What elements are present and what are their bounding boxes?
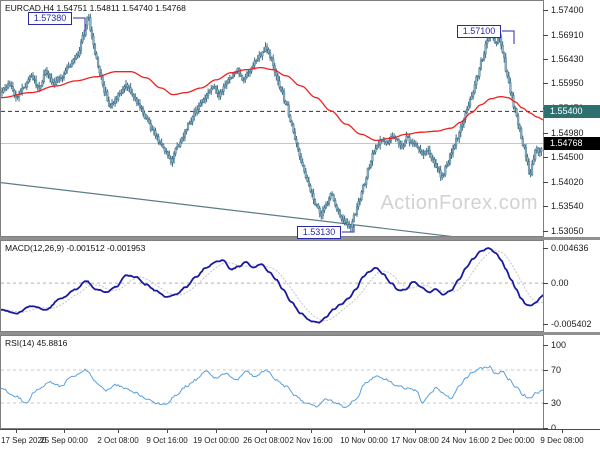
y-axis-tick-label: 1.56430 — [551, 53, 584, 64]
x-axis-tick-label: 26 Oct 08:00 — [243, 436, 289, 445]
axis-tick-mark — [266, 430, 267, 433]
y-axis-tick-label: 1.57400 — [551, 4, 584, 15]
x-axis-tick-label: 17 Nov 08:00 — [391, 436, 439, 445]
price-axis: 1.55400 1.54768 1.57400 1.56910 1.56430 1.5… — [543, 0, 600, 237]
x-axis-tick-label: 19 Oct 00:00 — [193, 436, 239, 445]
axis-tick-mark — [543, 324, 548, 326]
axis-tick-mark — [64, 430, 65, 433]
rsi-axis: 100 70 30 0 — [543, 335, 600, 433]
y-axis-tick-label: 1.54500 — [551, 152, 584, 163]
x-axis-tick-label: 9 Oct 16:00 — [146, 436, 188, 445]
axis-tick-mark — [118, 430, 119, 433]
axis-tick-mark — [543, 369, 548, 371]
price-callout[interactable]: 1.57380 — [28, 12, 72, 25]
axis-tick-mark — [543, 402, 548, 404]
axis-tick-mark — [543, 345, 548, 347]
axis-tick-mark — [543, 181, 548, 183]
macd-indicator-header: MACD(12,26,9) -0.001512 -0.001953 — [5, 243, 146, 253]
axis-tick-mark — [543, 34, 548, 36]
price-callout[interactable]: 1.57100 — [457, 25, 501, 38]
x-axis-tick-label: 24 Nov 16:00 — [441, 436, 489, 445]
y-axis-tick-label: 30 — [551, 397, 562, 408]
rsi-pane: RSI(14) 45.8816 — [0, 335, 544, 429]
macd-axis: 0.004636 0.00 -0.005402 — [543, 240, 600, 332]
x-axis-tick-label: 2 Nov 16:00 — [289, 436, 333, 445]
level-price-badge: 1.55400 — [544, 104, 600, 118]
y-axis-tick-label: 1.54020 — [551, 176, 584, 187]
axis-tick-mark — [167, 430, 168, 433]
axis-tick-mark — [562, 430, 563, 433]
y-axis-tick-label: 1.54980 — [551, 127, 584, 138]
y-axis-tick-label: 1.53540 — [551, 200, 584, 211]
symbol-ohlc-header: EURCAD,H4 1.54751 1.54811 1.54740 1.5476… — [5, 3, 186, 13]
axis-tick-mark — [513, 430, 514, 433]
axis-tick-mark — [543, 9, 548, 11]
x-axis-tick-label: 2 Dec 00:00 — [491, 436, 535, 445]
macd-canvas — [1, 247, 543, 324]
y-axis-tick-label: 0 — [551, 422, 557, 433]
price-chart-canvas — [1, 13, 543, 236]
axis-tick-mark — [16, 430, 17, 433]
axis-tick-mark — [543, 83, 548, 85]
axis-tick-mark — [311, 430, 312, 433]
x-axis-tick-label: 25 Sep 00:00 — [40, 436, 88, 445]
axis-tick-mark — [543, 427, 548, 429]
pane-separator[interactable] — [0, 332, 600, 335]
axis-tick-mark — [465, 430, 466, 433]
y-axis-tick-label: -0.005402 — [551, 319, 592, 330]
axis-tick-mark — [543, 247, 548, 249]
y-axis-tick-label: 100 — [551, 340, 567, 351]
price-chart-pane: ActionForex.com EURCAD,H4 1.54751 1.5481… — [0, 0, 544, 239]
x-axis-tick-label: 10 Nov 00:00 — [340, 436, 388, 445]
rsi-canvas — [1, 365, 543, 409]
axis-tick-mark — [364, 430, 365, 433]
watermark: ActionForex.com — [380, 192, 538, 214]
y-axis-tick-label: 0.00 — [551, 278, 569, 289]
axis-tick-mark — [543, 132, 548, 134]
y-axis-tick-label: 1.53050 — [551, 225, 584, 236]
y-axis-tick-label: 1.56910 — [551, 29, 584, 40]
y-axis-tick-label: 0.004636 — [551, 242, 589, 253]
x-axis-tick-label: 9 Dec 08:00 — [540, 436, 584, 445]
y-axis-tick-label: 1.55950 — [551, 78, 584, 89]
y-axis-tick-label: 70 — [551, 364, 562, 375]
time-axis: 17 Sep 2020 25 Sep 00:00 2 Oct 08:00 9 Oct … — [0, 429, 600, 450]
price-callout[interactable]: 1.53130 — [297, 226, 341, 239]
axis-tick-mark — [543, 58, 548, 60]
axis-tick-mark — [543, 205, 548, 207]
rsi-indicator-header: RSI(14) 45.8816 — [5, 338, 68, 348]
axis-tick-mark — [415, 430, 416, 433]
axis-tick-mark — [216, 430, 217, 433]
axis-tick-mark — [543, 230, 548, 232]
current-price-badge: 1.54768 — [544, 137, 600, 151]
x-axis-tick-label: 17 Sep 2020 — [1, 436, 47, 445]
axis-tick-mark — [543, 283, 548, 285]
macd-pane: MACD(12,26,9) -0.001512 -0.001953 — [0, 240, 544, 332]
axis-tick-mark — [543, 157, 548, 159]
x-axis-tick-label: 2 Oct 08:00 — [97, 436, 139, 445]
